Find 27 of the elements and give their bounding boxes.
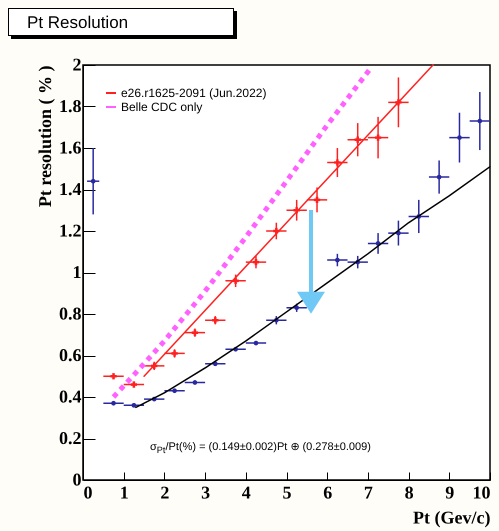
x-tick-label: 7 (364, 482, 373, 502)
legend-label: Belle CDC only (121, 100, 202, 114)
y-tick-label: 0.2 (59, 428, 82, 448)
x-tick-label: 10 (472, 482, 490, 502)
x-tick-label: 1 (120, 482, 129, 502)
legend-label: e26.r1625-2091 (Jun.2022) (121, 86, 266, 100)
x-tick-label: 9 (445, 482, 454, 502)
y-tick-label: 1 (72, 262, 82, 282)
x-tick-label: 3 (201, 482, 210, 502)
y-tick-label: 0.6 (59, 345, 82, 365)
y-axis-title: Pt resolution ( % ) (35, 65, 55, 208)
x-tick-label: 8 (404, 482, 414, 502)
y-tick-label: 0.8 (59, 304, 82, 324)
x-tick-label: 2 (160, 482, 170, 502)
x-tick-label: 5 (282, 482, 292, 502)
x-tick-label: 6 (323, 482, 332, 502)
y-tick-label: 0 (72, 470, 82, 490)
y-tick-label: 0.4 (59, 386, 82, 406)
y-tick-label: 1.4 (59, 179, 82, 199)
chart-title: Pt Resolution (8, 8, 234, 36)
x-tick-label: 4 (242, 482, 251, 502)
annotation: σ$_{Pt}$/Pt(%) = (0.149±0.002)Pt ⊕ (0.278±0.009) (150, 440, 371, 456)
y-tick-label: 1.8 (59, 96, 82, 116)
y-tick-label: 1.2 (59, 220, 82, 240)
x-axis-title: Pt (Gev/c) (413, 508, 490, 528)
y-tick-label: 1.6 (59, 138, 82, 158)
y-tick-label: 2 (72, 54, 82, 74)
